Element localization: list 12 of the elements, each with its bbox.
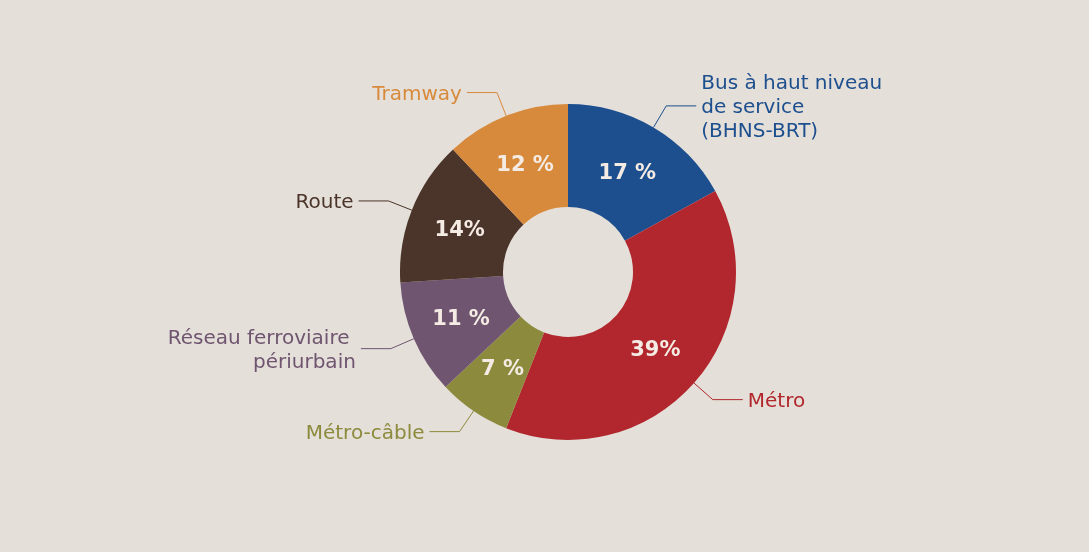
slice-label: Bus à haut niveau de service (BHNS-BRT) (701, 69, 889, 142)
slice-label: Tramway (371, 80, 463, 105)
slice-label: Métro (747, 387, 806, 412)
slice-label: Route (295, 188, 354, 213)
slice-label: Réseau ferroviaire périurbain (167, 324, 356, 373)
data-label: 39% (630, 337, 681, 362)
data-label: 11 % (432, 306, 490, 331)
data-label: 17 % (598, 159, 657, 184)
data-label: 7 % (481, 356, 524, 381)
data-label: 14% (434, 217, 485, 242)
data-label: 12 % (496, 151, 554, 176)
slice-label: Métro-câble (305, 419, 425, 444)
